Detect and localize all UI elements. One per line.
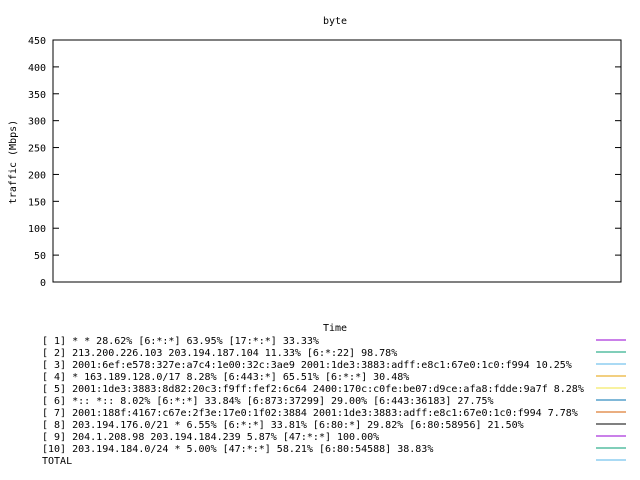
y-tick-label: 450 (28, 36, 46, 47)
y-tick-label: 50 (34, 251, 46, 262)
legend-entry-label: [10] 203.194.184.0/24 * 5.00% [47:*:*] 5… (42, 444, 433, 455)
plot-area (52, 39, 622, 283)
legend-entry-label: [ 6] *:: *:: 8.02% [6:*:*] 33.84% [6:873… (42, 396, 494, 407)
y-tick-label: 0 (40, 278, 46, 289)
y-tick-label: 400 (28, 63, 46, 74)
y-axis-label: traffic (Mbps) (8, 120, 19, 204)
legend-entry-label: [ 7] 2001:188f:4167:c67e:2f3e:17e0:1f02:… (42, 408, 578, 419)
legend-entry-label: [ 8] 203.194.176.0/21 * 6.55% [6:*:*] 33… (42, 420, 524, 431)
legend-entry-label: [ 4] * 163.189.128.0/17 8.28% [6:443:*] … (42, 372, 409, 383)
legend-entry-label: [ 2] 213.200.226.103 203.194.187.104 11.… (42, 348, 397, 359)
legend-entry-label: [ 3] 2001:6ef:e578:327e:a7c4:1e00:32c:3a… (42, 360, 572, 371)
y-axis-ticks: 0 50 100 150 200 250 300 350 400 450 (28, 36, 621, 289)
y-tick-label: 250 (28, 144, 46, 155)
y-tick-label: 200 (28, 170, 46, 181)
legend: [ 1] * * 28.62% [6:*:*] 63.95% [17:*:*] … (42, 336, 626, 467)
y-tick-label: 100 (28, 224, 46, 235)
y-tick-label: 350 (28, 90, 46, 101)
legend-entry-label: [ 1] * * 28.62% [6:*:*] 63.95% [17:*:*] … (42, 336, 319, 347)
chart-title: byte (323, 16, 347, 27)
legend-entry-label: TOTAL (42, 456, 72, 467)
legend-entry-label: [ 9] 204.1.208.98 203.194.184.239 5.87% … (42, 432, 379, 443)
y-tick-label: 300 (28, 117, 46, 128)
legend-entry-label: [ 5] 2001:1de3:3883:8d82:20c3:f9ff:fef2:… (42, 384, 584, 395)
x-axis-label: Time (323, 323, 347, 334)
y-tick-label: 150 (28, 197, 46, 208)
